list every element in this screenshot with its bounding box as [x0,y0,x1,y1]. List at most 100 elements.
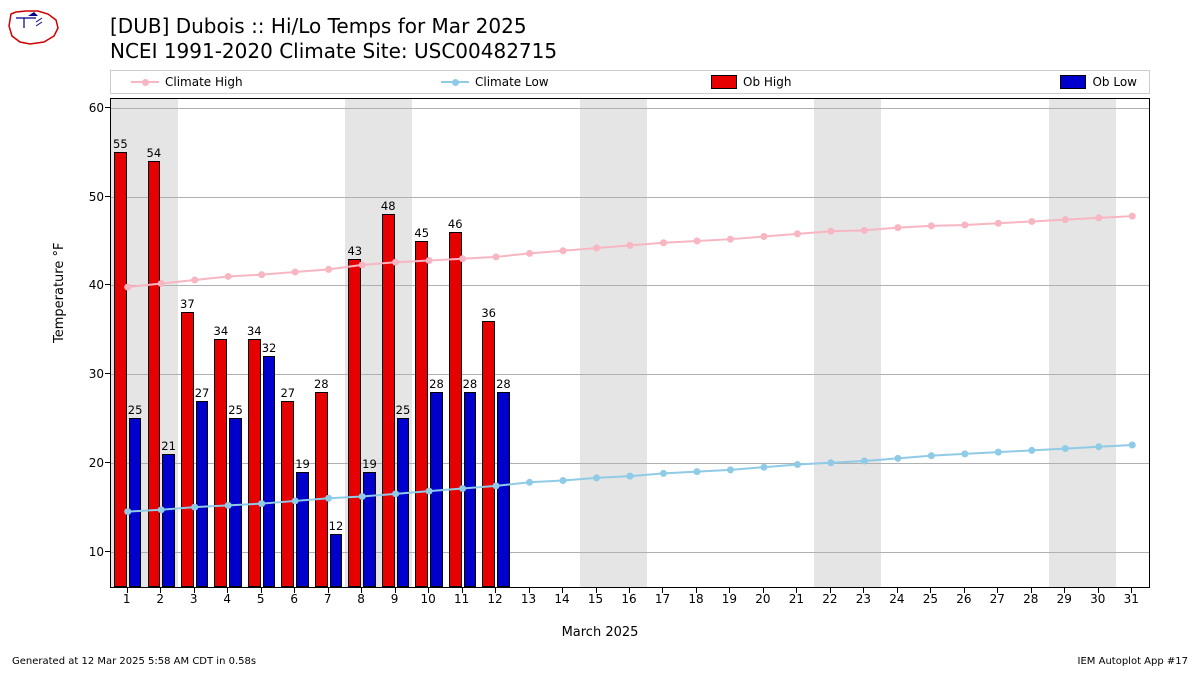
legend-climate-high: Climate High [131,71,243,93]
x-tick-label: 29 [1057,592,1072,606]
x-tick-label: 25 [923,592,938,606]
climate-low-marker [961,450,968,457]
ob-low-bar [229,418,242,587]
weekend-band [814,99,881,587]
grid-line [111,108,1149,109]
x-tick-mark [361,588,362,593]
ob-high-bar-label: 48 [381,199,396,213]
x-tick-label: 23 [856,592,871,606]
climate-low-marker [660,470,667,477]
legend-ob-high: Ob High [711,71,791,93]
ob-high-bar [148,161,161,587]
x-tick-mark [1064,588,1065,593]
ob-low-bar [397,418,410,587]
y-tick-label: 60 [44,101,104,115]
x-tick-label: 2 [156,592,164,606]
ob-low-bar [330,534,343,587]
x-tick-label: 9 [391,592,399,606]
x-tick-label: 8 [357,592,365,606]
title-line1: [DUB] Dubois :: Hi/Lo Temps for Mar 2025 [110,14,557,39]
x-tick-label: 16 [621,592,636,606]
climate-high-marker [760,233,767,240]
ob-low-bar-label: 28 [429,377,444,391]
x-tick-mark [562,588,563,593]
climate-high-marker [660,239,667,246]
x-tick-label: 4 [223,592,231,606]
x-tick-mark [662,588,663,593]
x-tick-mark [194,588,195,593]
ob-high-bar [415,241,428,587]
legend-dot-icon [452,79,459,86]
ob-high-bar [114,152,127,587]
chart-title: [DUB] Dubois :: Hi/Lo Temps for Mar 2025… [110,14,557,64]
y-axis-label: Temperature °F [52,243,67,343]
x-tick-label: 28 [1023,592,1038,606]
ob-low-bar [129,418,142,587]
ob-high-bar [214,339,227,587]
x-tick-mark [729,588,730,593]
legend-dot-icon [142,79,149,86]
x-tick-mark [294,588,295,593]
x-tick-label: 18 [688,592,703,606]
climate-high-marker [191,277,198,284]
ob-high-bar [315,392,328,587]
climate-high-marker [292,269,299,276]
footer-generated: Generated at 12 Mar 2025 5:58 AM CDT in … [12,656,256,667]
ob-low-bar [497,392,510,587]
x-tick-mark [1098,588,1099,593]
climate-low-marker [995,449,1002,456]
climate-high-marker [1028,218,1035,225]
climate-high-marker [526,250,533,257]
climate-high-marker [894,224,901,231]
ob-low-bar-label: 12 [329,519,344,533]
ob-high-bar-label: 34 [214,324,229,338]
legend: Climate High Climate Low Ob High Ob Low [110,70,1150,94]
x-tick-label: 12 [487,592,502,606]
ob-high-bar-label: 43 [347,244,362,258]
x-tick-label: 15 [588,592,603,606]
ob-high-bar [281,401,294,587]
ob-low-bar-label: 27 [195,386,210,400]
climate-high-marker [693,237,700,244]
climate-high-marker [1129,213,1136,220]
x-tick-label: 7 [324,592,332,606]
legend-swatch-icon [1060,75,1086,89]
x-tick-label: 17 [655,592,670,606]
x-tick-label: 13 [521,592,536,606]
ob-low-bar [363,472,376,587]
y-tick-label: 40 [44,278,104,292]
climate-low-marker [526,479,533,486]
weekend-band [1049,99,1116,587]
ob-low-bar-label: 28 [496,377,511,391]
x-tick-label: 5 [257,592,265,606]
ob-low-bar-label: 21 [161,439,176,453]
ob-high-bar-label: 37 [180,297,195,311]
x-axis-label: March 2025 [0,625,1200,640]
ob-low-bar-label: 25 [128,403,143,417]
climate-low-marker [760,464,767,471]
climate-high-marker [995,220,1002,227]
climate-high-marker [961,221,968,228]
ob-high-bar-label: 45 [414,226,429,240]
weekend-band [580,99,647,587]
ob-high-bar-label: 27 [280,386,295,400]
climate-high-marker [325,266,332,273]
x-tick-label: 14 [554,592,569,606]
chart-plot-area: 5554373434272843484546362521272532191219… [110,98,1150,588]
ob-low-bar-label: 25 [228,403,243,417]
ob-high-bar-label: 36 [481,306,496,320]
x-tick-mark [596,588,597,593]
y-tick-label: 50 [44,190,104,204]
x-tick-mark [796,588,797,593]
legend-line-icon [441,81,469,83]
legend-label: Climate Low [475,75,549,89]
x-tick-mark [830,588,831,593]
ob-low-bar-label: 19 [362,457,377,471]
y-tick-label: 10 [44,545,104,559]
ob-high-bar-label: 46 [448,217,463,231]
ob-high-bar-label: 54 [147,146,162,160]
ob-high-bar-label: 34 [247,324,262,338]
grid-line [111,285,1149,286]
x-tick-label: 11 [454,592,469,606]
ob-low-bar [430,392,443,587]
